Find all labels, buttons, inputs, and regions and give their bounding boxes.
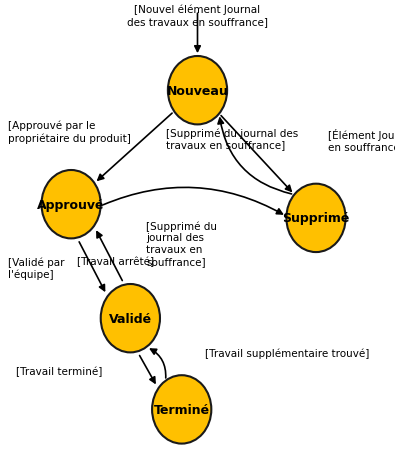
FancyArrowPatch shape (79, 243, 105, 291)
Circle shape (101, 284, 160, 353)
FancyArrowPatch shape (150, 349, 166, 378)
FancyArrowPatch shape (218, 119, 292, 194)
Circle shape (286, 184, 346, 253)
Text: [Élément Journal des travaux
en souffrance réexaminé]: [Élément Journal des travaux en souffran… (328, 129, 395, 153)
FancyArrowPatch shape (97, 232, 122, 281)
Text: Validé: Validé (109, 312, 152, 325)
Text: [Supprimé du journal des
travaux en souffrance]: [Supprimé du journal des travaux en souf… (166, 128, 298, 150)
Text: [Travail terminé]: [Travail terminé] (16, 366, 102, 376)
Text: [Nouvel élément Journal
des travaux en souffrance]: [Nouvel élément Journal des travaux en s… (127, 5, 268, 26)
FancyArrowPatch shape (221, 116, 291, 192)
Text: Approuvé: Approuvé (38, 198, 105, 211)
Circle shape (41, 171, 101, 239)
Text: [Supprimé du
journal des
travaux en
souffrance]: [Supprimé du journal des travaux en souf… (146, 221, 217, 266)
Text: [Travail supplémentaire trouvé]: [Travail supplémentaire trouvé] (205, 347, 370, 358)
Text: [Travail arrêté]: [Travail arrêté] (77, 257, 154, 267)
Text: Nouveau: Nouveau (167, 85, 228, 97)
Text: [Approuvé par le
propriétaire du produit]: [Approuvé par le propriétaire du produit… (8, 121, 131, 143)
FancyArrowPatch shape (103, 188, 282, 214)
Text: Supprimé: Supprimé (282, 212, 350, 225)
Text: [Validé par
l'équipe]: [Validé par l'équipe] (8, 257, 64, 280)
Circle shape (152, 375, 211, 444)
FancyArrowPatch shape (139, 356, 155, 383)
Text: Terminé: Terminé (154, 403, 210, 416)
FancyArrowPatch shape (98, 114, 172, 181)
Circle shape (168, 57, 227, 125)
